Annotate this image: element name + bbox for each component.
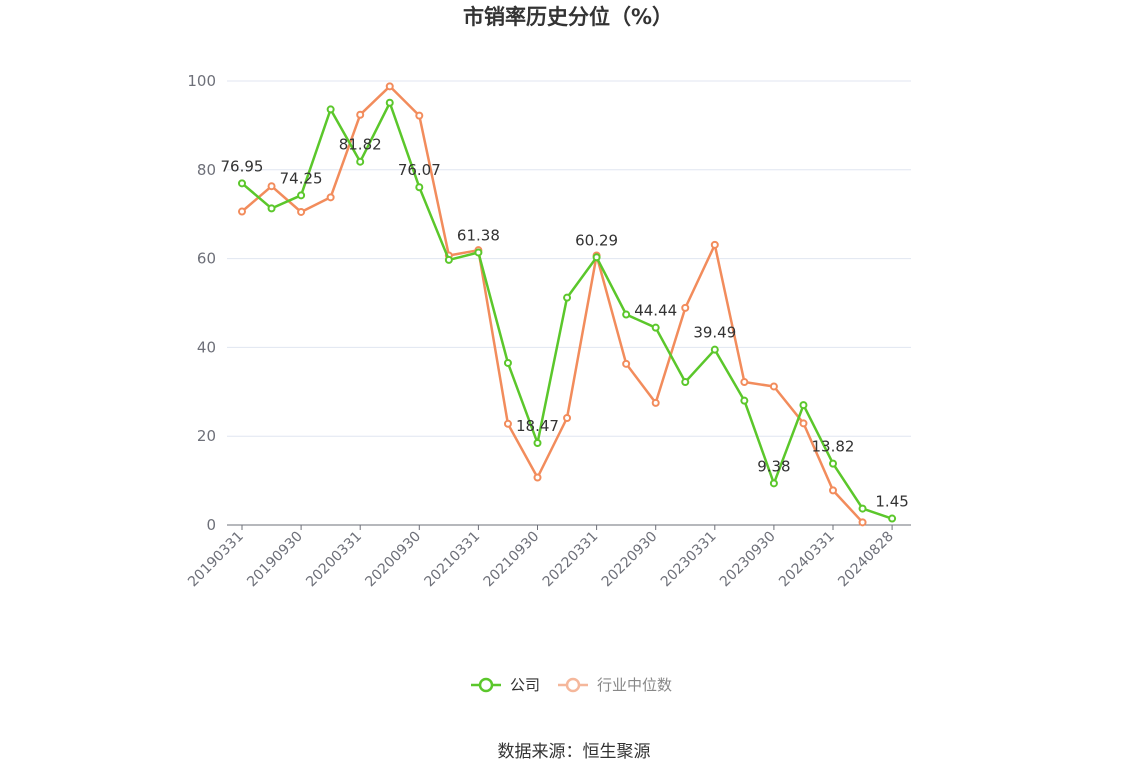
- legend-label-0: 公司: [510, 676, 540, 694]
- point-行业中位数-20220630: [622, 359, 631, 368]
- legend-item-行业中位数[interactable]: 行业中位数: [558, 676, 672, 694]
- data-label-20210331: 61.38: [457, 226, 500, 244]
- x-tick-label-20200331: 20200331: [303, 529, 365, 591]
- point-公司-20200630: [385, 98, 394, 107]
- x-tick-label-20220331: 20220331: [540, 529, 602, 591]
- point-公司-20200331: [356, 157, 365, 166]
- point-行业中位数-20210930: [533, 473, 542, 482]
- point-公司-20231231: [799, 401, 808, 410]
- point-行业中位数-20211231: [563, 413, 572, 422]
- y-tick-label-80: 80: [197, 161, 216, 179]
- series-line-行业中位数: [241, 85, 864, 524]
- point-行业中位数-20230930: [769, 382, 778, 391]
- data-label-20200331: 81.82: [339, 136, 382, 154]
- data-label-20230331: 39.49: [693, 324, 736, 342]
- grid: [227, 80, 911, 437]
- point-公司-20230331: [710, 345, 719, 354]
- data-label-20220331: 60.29: [575, 231, 618, 249]
- x-tick-label-20200930: 20200930: [362, 529, 424, 591]
- series-line-公司: [241, 101, 893, 520]
- point-行业中位数-20220930: [651, 398, 660, 407]
- point-公司-20190331: [238, 179, 246, 188]
- point-行业中位数-20240331: [829, 486, 837, 495]
- point-行业中位数-20190630: [267, 182, 276, 191]
- point-行业中位数-20200630: [385, 82, 394, 91]
- point-公司-20220630: [622, 310, 631, 319]
- y-tick-label-20: 20: [197, 427, 216, 445]
- y-tick-label-0: 0: [206, 516, 216, 534]
- x-tick-label-20210930: 20210930: [481, 529, 543, 591]
- x-tick-label-20230930: 20230930: [717, 529, 779, 591]
- point-公司-20240331: [829, 459, 837, 468]
- point-行业中位数-20191231: [326, 193, 335, 202]
- point-行业中位数-20240630: [858, 518, 867, 527]
- data-label-20210930: 18.47: [516, 417, 559, 435]
- point-行业中位数-20200331: [356, 110, 365, 119]
- point-行业中位数-20190331: [238, 207, 246, 216]
- x-tick-label-20240828: 20240828: [835, 529, 897, 591]
- point-公司-20221231: [681, 378, 690, 387]
- point-公司-20200930: [415, 183, 424, 192]
- legend-item-公司[interactable]: 公司: [471, 676, 540, 694]
- series: [238, 82, 897, 527]
- point-公司-20201231: [444, 255, 453, 264]
- legend[interactable]: 公司 行业中位数: [471, 676, 672, 694]
- point-公司-20210331: [474, 248, 483, 257]
- x-tick-label-20210331: 20210331: [422, 529, 484, 591]
- point-公司-20210630: [503, 358, 512, 367]
- series-行业中位数: [238, 82, 867, 527]
- data-label-20230930: 9.38: [757, 457, 790, 475]
- point-公司-20190630: [267, 204, 276, 213]
- x-tick-label-20190331: 20190331: [185, 529, 247, 591]
- point-公司-20211231: [563, 293, 572, 302]
- data-label-20200930: 76.07: [398, 161, 441, 179]
- point-行业中位数-20231231: [799, 419, 808, 428]
- point-行业中位数-20230331: [710, 240, 719, 249]
- point-公司-20240828: [888, 514, 897, 523]
- point-公司-20230930: [769, 479, 778, 488]
- axes: 0 20 40 60 80 100 2019033120190930202003312020…: [185, 72, 911, 590]
- legend-marker-1: [565, 677, 581, 693]
- data-label-20190331: 76.95: [221, 157, 264, 175]
- y-tick-label-100: 100: [187, 72, 216, 90]
- point-公司-20220930: [651, 323, 660, 332]
- point-公司-20240630: [858, 504, 867, 513]
- legend-label-1: 行业中位数: [597, 676, 672, 694]
- y-tick-label-60: 60: [197, 250, 216, 268]
- point-公司-20230630: [740, 396, 749, 405]
- x-tick-label-20240331: 20240331: [776, 529, 838, 591]
- data-label-20240331: 13.82: [812, 438, 855, 456]
- data-label-20190930: 74.25: [280, 169, 323, 187]
- point-公司-20210930: [533, 438, 542, 447]
- point-行业中位数-20230630: [740, 378, 749, 387]
- x-tick-label-20220930: 20220930: [599, 529, 661, 591]
- x-tick-label-20190930: 20190930: [244, 529, 306, 591]
- point-行业中位数-20221231: [681, 303, 690, 312]
- point-公司-20190930: [297, 191, 306, 200]
- y-tick-label-40: 40: [197, 338, 216, 356]
- x-tick-label-20230331: 20230331: [658, 529, 720, 591]
- point-行业中位数-20210630: [503, 419, 512, 428]
- point-公司-20220331: [592, 253, 601, 262]
- point-行业中位数-20200930: [415, 111, 424, 120]
- chart-title: 市销率历史分位（%）: [463, 5, 673, 29]
- point-公司-20191231: [326, 105, 335, 114]
- data-source: 数据来源：恒生聚源: [498, 742, 651, 762]
- data-label-20240828: 1.45: [875, 493, 908, 511]
- data-label-20220930: 44.44: [634, 302, 677, 320]
- point-行业中位数-20190930: [297, 207, 306, 216]
- series-公司: [238, 98, 897, 523]
- data-labels: 76.95 74.25 81.82 76.07 61.38 18.47 60.29 44.44…: [221, 136, 909, 511]
- legend-marker-0: [478, 677, 494, 693]
